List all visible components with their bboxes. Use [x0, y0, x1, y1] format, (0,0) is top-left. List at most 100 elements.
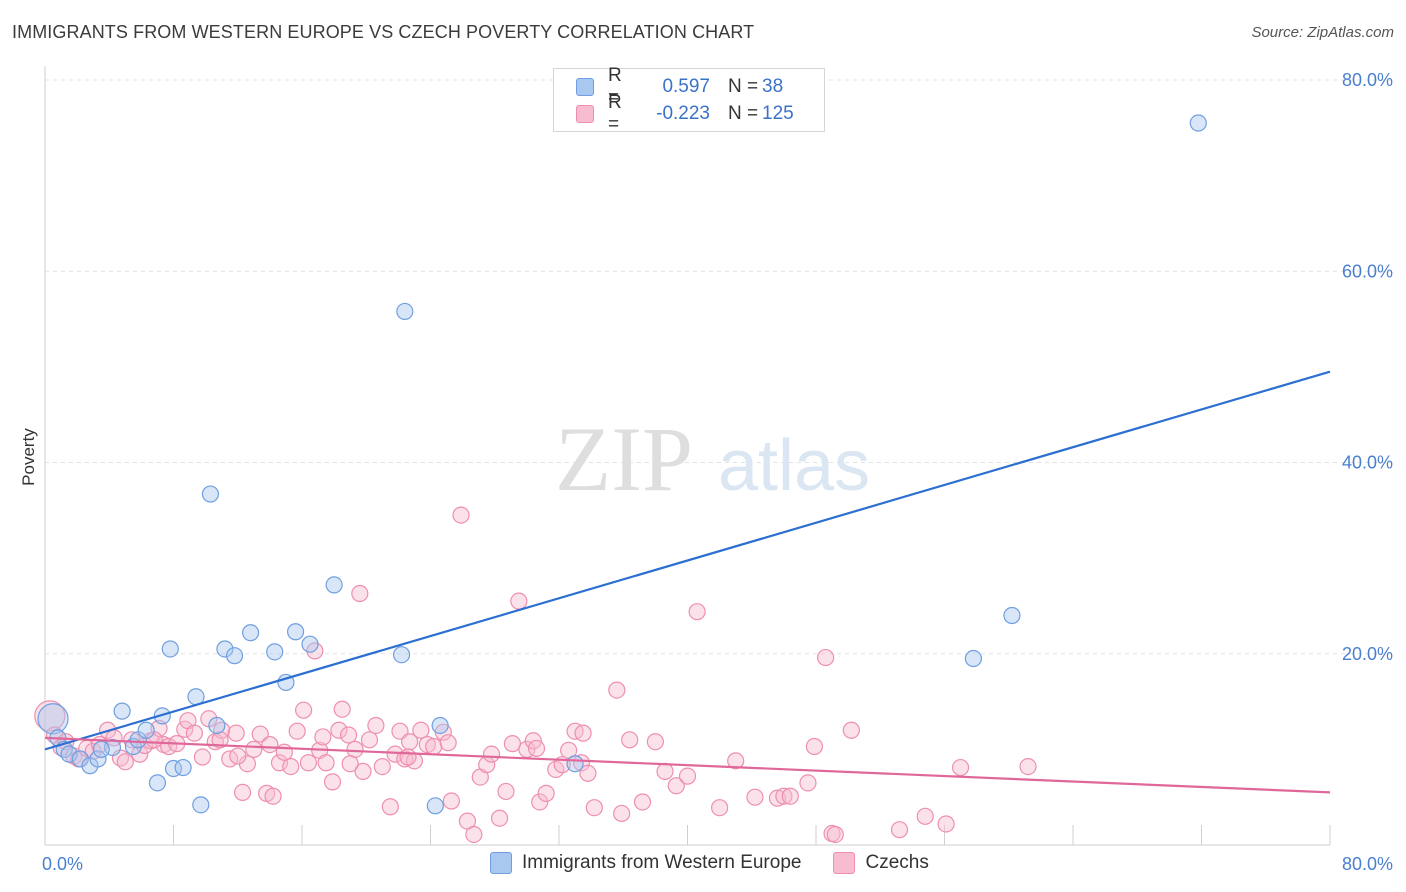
data-point	[282, 757, 300, 776]
data-point	[746, 788, 764, 806]
data-point	[288, 722, 306, 740]
data-point	[211, 731, 229, 749]
data-point	[781, 787, 799, 805]
data-point	[608, 681, 626, 699]
data-point	[613, 804, 631, 823]
source-label: Source: ZipAtlas.com	[1251, 24, 1394, 41]
legend-r-value: 0.597	[662, 76, 710, 97]
data-point	[92, 740, 110, 758]
data-point	[442, 792, 460, 810]
data-point	[842, 721, 860, 739]
data-point	[817, 648, 835, 667]
data-point	[116, 753, 134, 771]
legend-row-western-europe: R = 0.597 N = 38	[576, 65, 784, 108]
bottom-legend-item-czechs: Czechs	[833, 852, 929, 874]
y-tick-label: 20.0%	[1342, 644, 1393, 664]
data-point	[286, 623, 305, 641]
watermark: ZIP atlas	[555, 408, 870, 510]
data-point	[775, 787, 793, 805]
data-point	[341, 755, 359, 773]
data-point	[367, 716, 385, 735]
bottom-legend-label: Czechs	[865, 852, 929, 873]
trend-line	[44, 370, 1331, 751]
data-point	[201, 485, 220, 503]
data-point	[360, 731, 379, 749]
data-point	[339, 726, 358, 744]
data-point	[1019, 757, 1037, 776]
data-point	[208, 716, 226, 735]
data-point	[531, 793, 549, 811]
data-point	[482, 745, 501, 763]
watermark-atlas: atlas	[718, 426, 870, 506]
legend: R = 0.597 N = 38 R = -0.223 N = 125	[553, 65, 825, 135]
data-point	[233, 783, 252, 802]
legend-r-label: R =	[608, 92, 622, 135]
data-point	[579, 764, 597, 782]
data-point	[826, 825, 844, 844]
data-point	[261, 735, 279, 754]
legend-swatch-pink	[576, 105, 594, 123]
y-tick-label: 80.0%	[1342, 70, 1393, 90]
data-point	[89, 750, 107, 768]
legend-n-value: 125	[762, 103, 794, 124]
data-point	[585, 799, 603, 817]
data-point	[396, 302, 414, 321]
data-point	[412, 721, 430, 739]
data-point	[727, 752, 745, 770]
bottom-legend: Immigrants from Western Europe Czechs	[490, 852, 961, 874]
legend-r-label: R =	[608, 65, 622, 108]
data-point	[381, 798, 399, 816]
data-point	[270, 754, 289, 772]
data-point	[299, 754, 318, 772]
western-europe-points	[37, 114, 1207, 815]
data-point	[245, 740, 263, 758]
data-point	[1003, 606, 1021, 625]
data-point	[678, 767, 697, 785]
data-point	[439, 734, 457, 752]
data-point	[275, 743, 293, 761]
data-point	[216, 640, 234, 658]
data-point	[113, 702, 131, 720]
legend-n-label: N =	[728, 76, 759, 97]
data-point	[497, 782, 515, 801]
data-point	[646, 733, 664, 751]
data-point	[174, 758, 192, 777]
data-point	[325, 576, 343, 594]
data-point	[346, 740, 364, 758]
data-point	[330, 721, 348, 739]
y-axis-label: Poverty	[19, 428, 38, 486]
trend-line	[44, 736, 1331, 794]
data-point	[301, 635, 319, 653]
data-point	[805, 737, 823, 756]
data-point	[1189, 114, 1207, 132]
chart-title: IMMIGRANTS FROM WESTERN EUROPE VS CZECH …	[12, 22, 755, 42]
gridlines	[45, 79, 1392, 655]
data-point	[465, 825, 483, 844]
legend-n-label: N =	[728, 103, 759, 124]
bottom-legend-item-western-europe: Immigrants from Western Europe	[490, 852, 801, 874]
data-point	[768, 789, 787, 807]
data-point	[392, 646, 411, 664]
data-point	[503, 735, 522, 753]
data-point	[711, 799, 729, 817]
data-point	[633, 793, 652, 811]
legend-swatch-blue	[576, 78, 594, 96]
bottom-legend-swatch-pink	[833, 852, 856, 874]
data-point	[656, 762, 674, 780]
data-point	[317, 754, 335, 772]
axis-labels: 20.0% 40.0% 60.0% 80.0% 0.0% 80.0% Poverty	[19, 70, 1393, 874]
bottom-legend-swatch-blue	[490, 852, 512, 874]
data-point	[951, 758, 970, 777]
y-tick-label: 40.0%	[1342, 453, 1393, 473]
data-point	[574, 724, 592, 742]
axes	[44, 66, 1331, 846]
data-point	[373, 757, 391, 776]
data-point	[323, 773, 342, 791]
data-point	[916, 807, 934, 825]
data-point	[572, 754, 591, 772]
legend-r-value: -0.223	[656, 103, 710, 124]
data-point	[399, 748, 417, 766]
legend-n-value: 38	[762, 76, 784, 97]
data-point	[185, 724, 203, 742]
